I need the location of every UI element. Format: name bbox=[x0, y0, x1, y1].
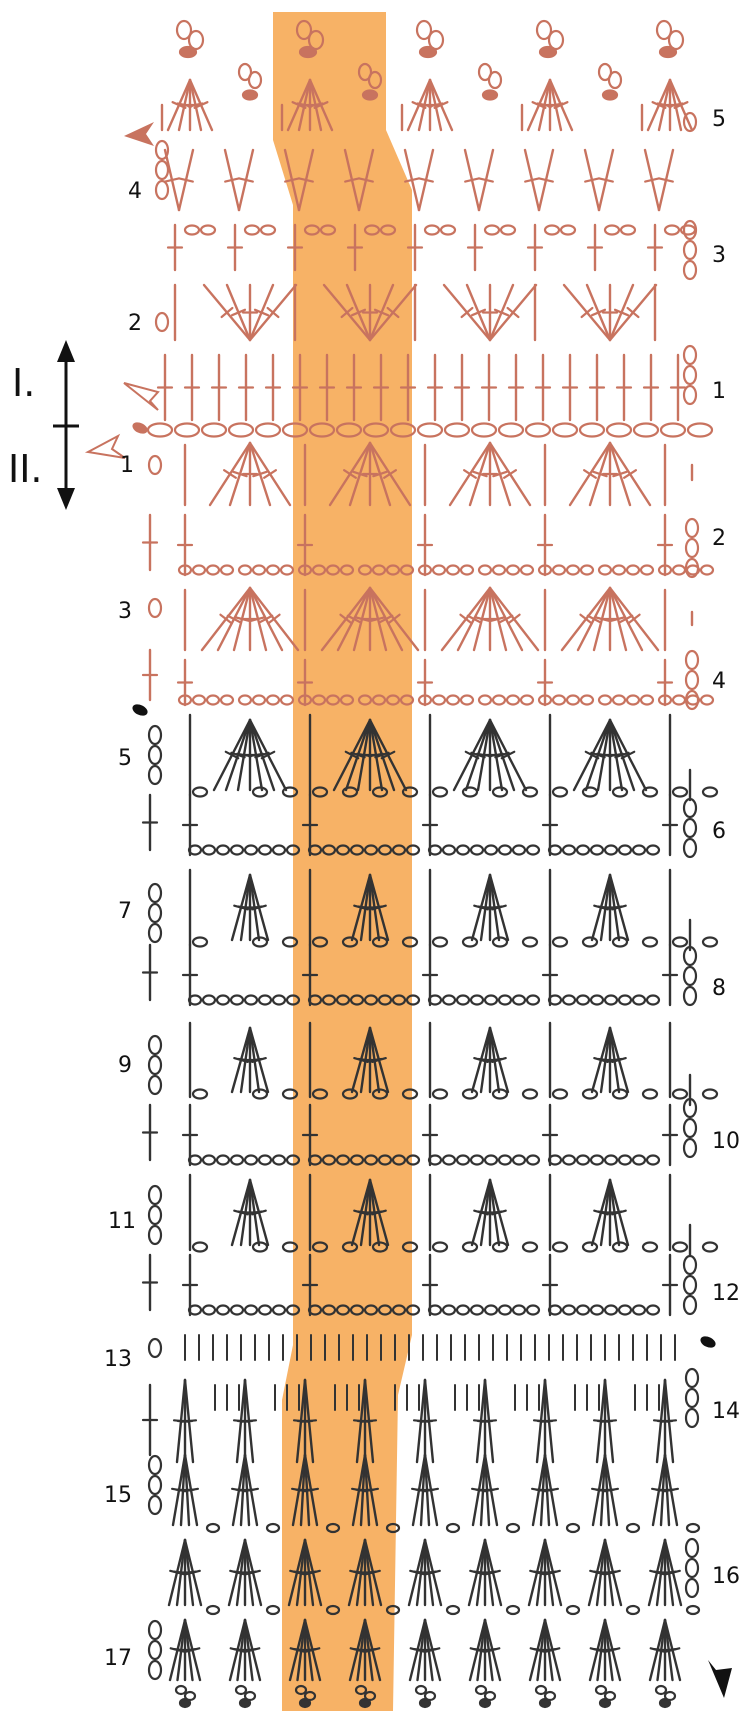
row-number-part-two: 3 bbox=[118, 599, 132, 624]
row-number-part-two: 8 bbox=[712, 976, 726, 1001]
row-number-part-two: 16 bbox=[712, 1564, 740, 1589]
row-number-part-two: 5 bbox=[118, 746, 132, 771]
row-number-part-one: 5 bbox=[712, 107, 726, 132]
chart-part-two bbox=[141, 713, 719, 1709]
row-number-part-two: 14 bbox=[712, 1399, 740, 1424]
row-number-part-one: 3 bbox=[712, 243, 726, 268]
row-number-part-two: 11 bbox=[108, 1209, 136, 1234]
row-number-part-two: 7 bbox=[118, 899, 132, 924]
part-two-start-arrow-icon bbox=[84, 433, 126, 459]
row-number-part-two: 6 bbox=[712, 819, 726, 844]
row-number-part-one: 2 bbox=[128, 311, 142, 336]
row-number-part-two: 17 bbox=[104, 1646, 132, 1671]
section-label-two: II. bbox=[8, 447, 43, 491]
row-number-part-two: 13 bbox=[104, 1347, 132, 1372]
row-end-arrow-icon bbox=[708, 1660, 732, 1698]
chart-part-one bbox=[141, 19, 715, 711]
section-label-one: I. bbox=[12, 361, 35, 405]
row-start-arrow-icon bbox=[124, 122, 154, 146]
direction-arrow-icon bbox=[53, 340, 79, 510]
row-number-part-two: 10 bbox=[712, 1129, 740, 1154]
row-number-part-two: 15 bbox=[104, 1483, 132, 1508]
start-marker-icon bbox=[700, 1336, 716, 1348]
start-marker-icon bbox=[132, 704, 148, 716]
row-number-part-two: 9 bbox=[118, 1053, 132, 1078]
row-number-part-two: 1 bbox=[120, 453, 134, 478]
start-marker-icon bbox=[132, 422, 148, 434]
row-number-part-one: 4 bbox=[128, 179, 142, 204]
row-number-part-two: 12 bbox=[712, 1281, 740, 1306]
part-one-start-arrow-icon bbox=[123, 382, 160, 411]
row-number-part-one: 1 bbox=[712, 379, 726, 404]
row-number-part-two: 2 bbox=[712, 526, 726, 551]
row-number-part-two: 4 bbox=[712, 669, 726, 694]
